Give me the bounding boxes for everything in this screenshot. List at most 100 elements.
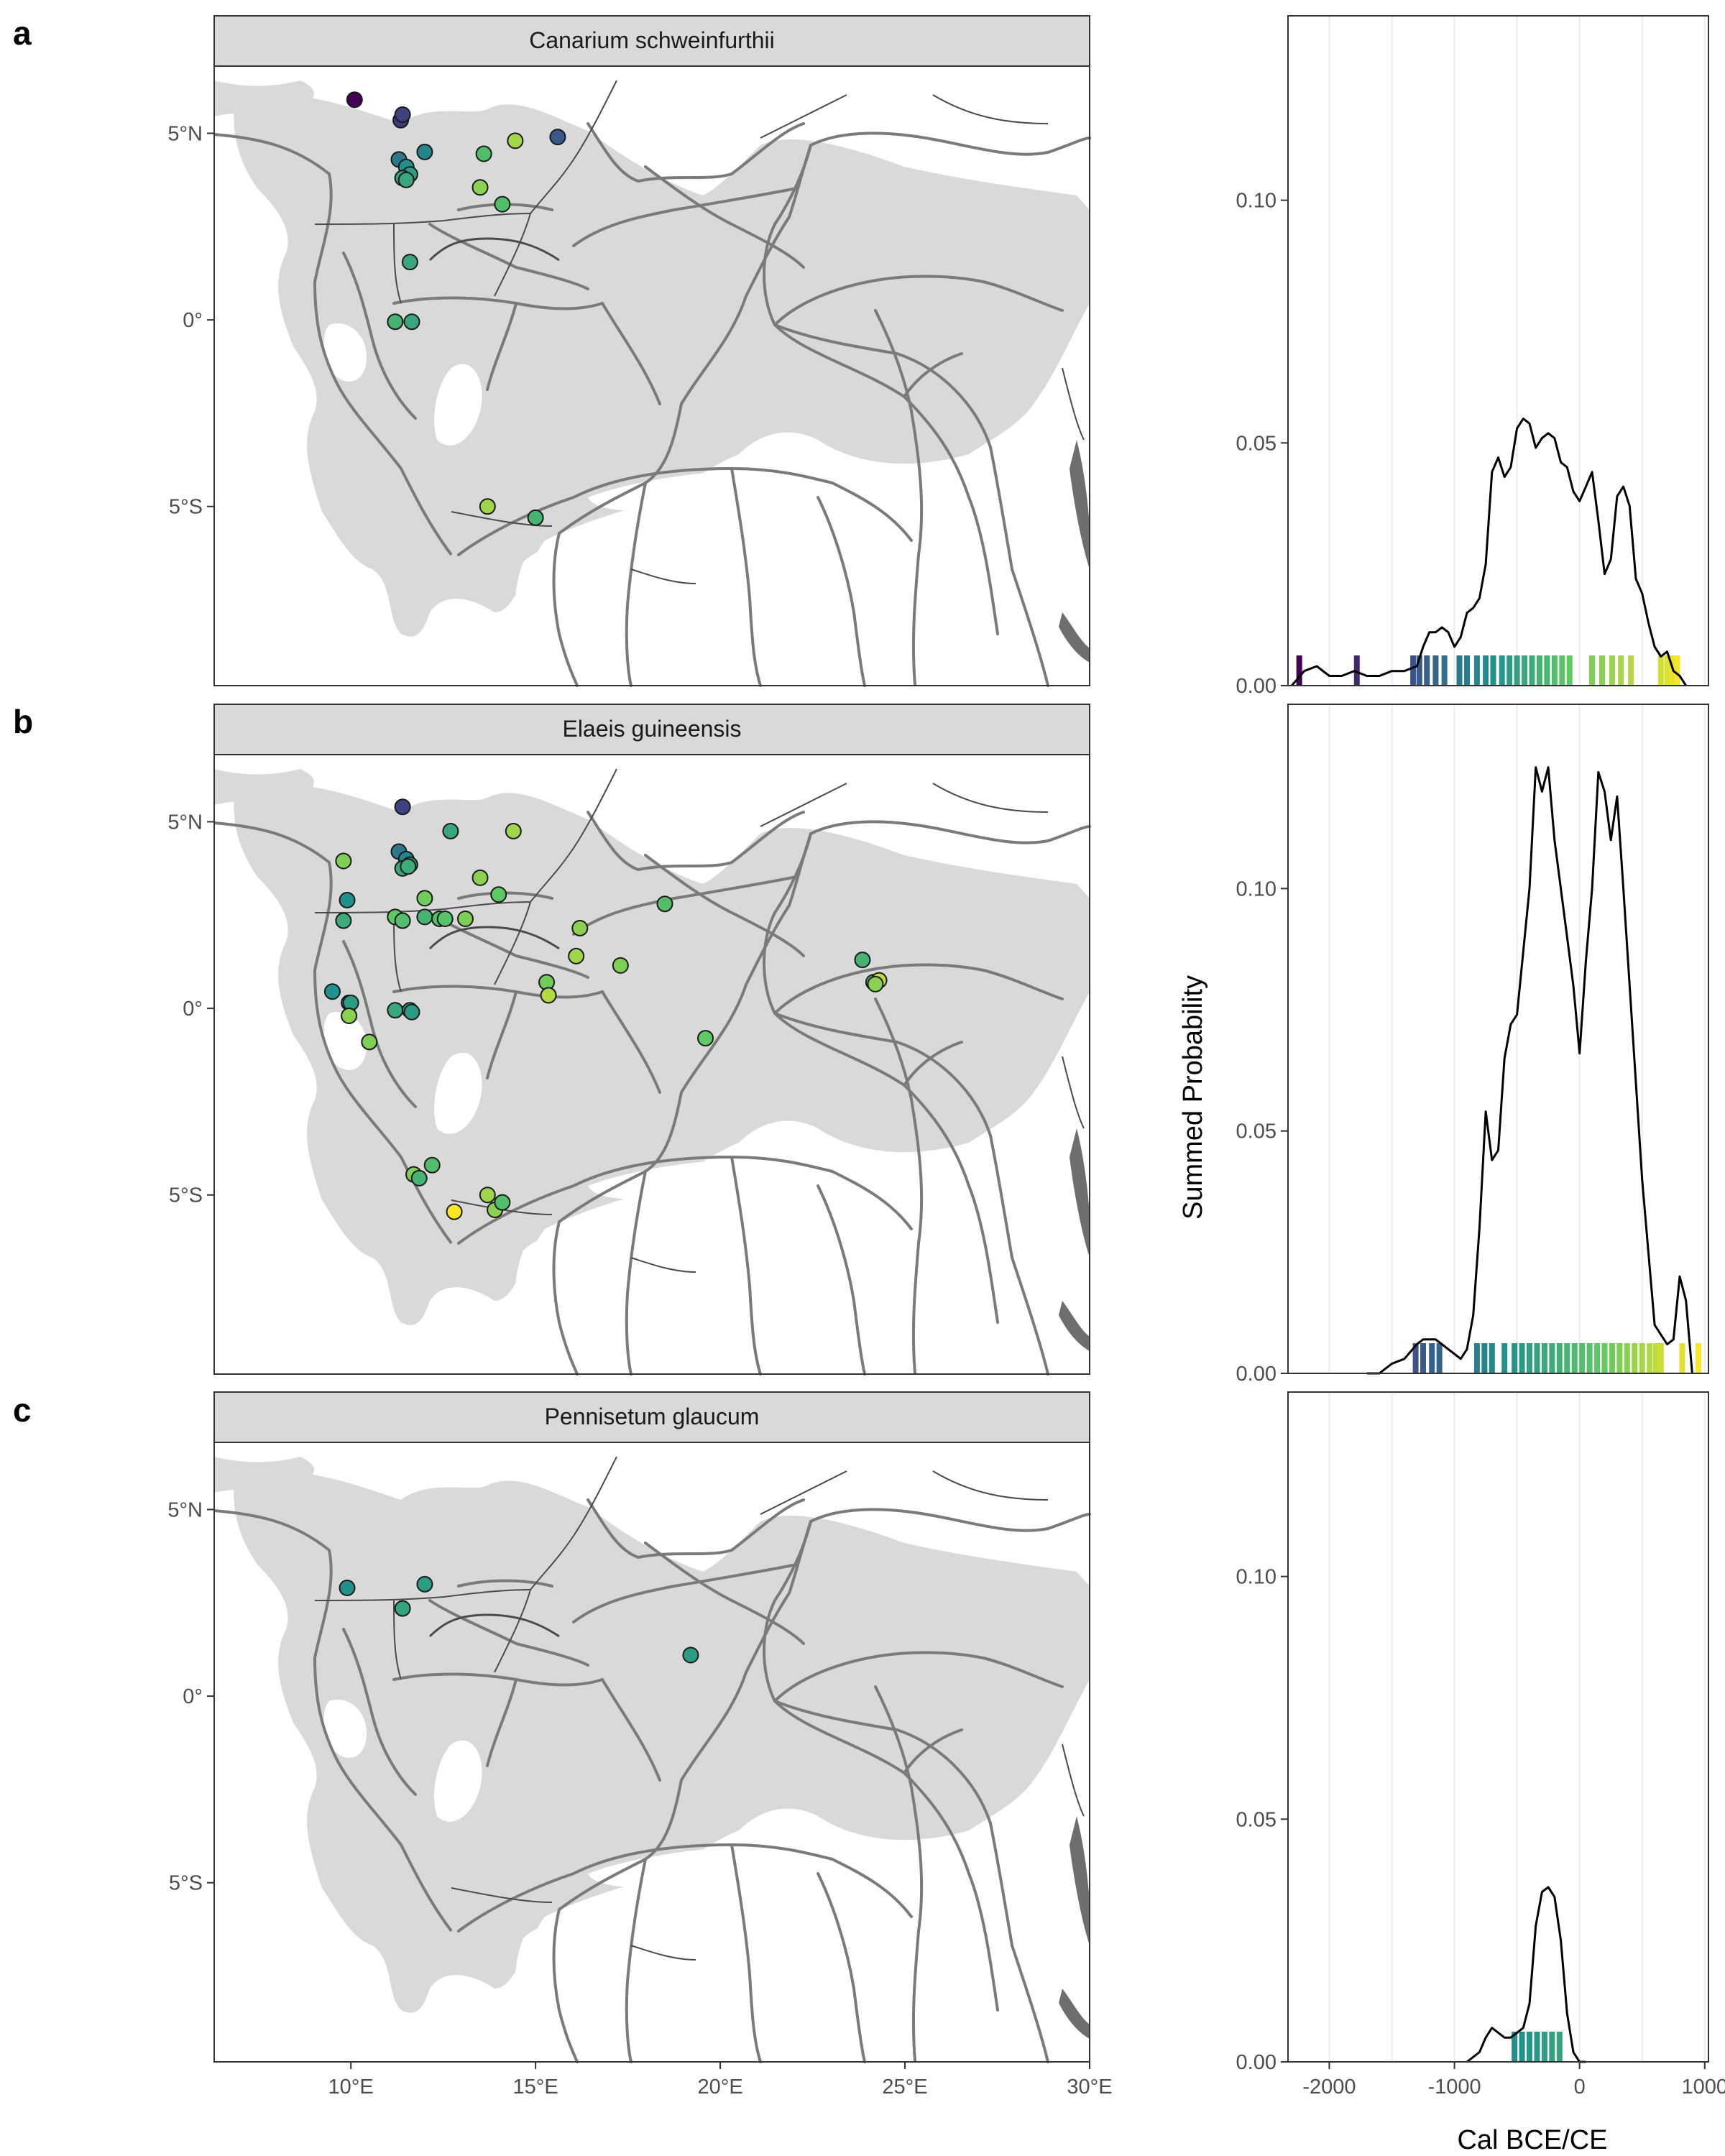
rug-mark xyxy=(1353,655,1360,686)
y-tick-label: 0.05 xyxy=(1236,1808,1276,1831)
rug-mark xyxy=(1594,1343,1601,1373)
lon-tick-label: 15°E xyxy=(513,2076,558,2099)
rug-mark xyxy=(1599,655,1606,686)
summed-probability-line xyxy=(1466,1886,1586,2063)
density-panel-a: 0.00 0.05 0.10 xyxy=(1236,15,1709,698)
rug-mark xyxy=(1527,1343,1533,1373)
rug-mark xyxy=(1527,2032,1533,2062)
site-point xyxy=(494,195,511,213)
site-point xyxy=(490,886,507,903)
site-point xyxy=(494,1194,511,1211)
lat-tick-label: 0° xyxy=(183,309,203,332)
rug-mark xyxy=(1534,1343,1540,1373)
site-point xyxy=(335,852,352,870)
rug-mark xyxy=(1536,655,1542,686)
site-point xyxy=(456,910,474,927)
rug-mark xyxy=(1412,1343,1419,1373)
site-point xyxy=(361,1033,378,1051)
plot-background xyxy=(1288,704,1708,1373)
site-point xyxy=(416,890,433,907)
rug-mark xyxy=(1296,655,1302,686)
panel-letter-c: c xyxy=(13,1391,32,1429)
site-point xyxy=(416,143,433,160)
rug-mark xyxy=(1664,655,1670,686)
map-frame xyxy=(213,65,1090,686)
panel-letter-b: b xyxy=(13,703,33,740)
lat-tick-label: 5°N xyxy=(167,1498,203,1521)
rug-mark xyxy=(1436,1343,1443,1373)
site-point xyxy=(403,1003,420,1021)
rug-mark xyxy=(1514,655,1520,686)
rug-mark xyxy=(1624,1343,1630,1373)
site-point xyxy=(479,498,496,515)
facet-strip xyxy=(213,1391,1090,1443)
density-layer: 0.00 0.05 0.10 0.00 0.05 0.10 0.00 0.05 0.10 -200… xyxy=(1236,15,1725,2099)
rug-mark xyxy=(1639,1343,1645,1373)
rug-mark xyxy=(1424,655,1430,686)
rug-mark xyxy=(1551,655,1558,686)
site-point xyxy=(346,91,363,109)
site-point xyxy=(416,1575,433,1593)
lon-tick-label: 10°E xyxy=(328,2076,374,2099)
rug-mark xyxy=(1441,655,1448,686)
rug-mark xyxy=(1544,655,1550,686)
density-x-axis-title: Cal BCE/CE xyxy=(1457,2125,1607,2155)
map-panel-b: Elaeis guineensis 5°N 0° 5°S xyxy=(167,704,1091,1376)
lat-tick-label: 5°N xyxy=(167,811,203,834)
site-point xyxy=(401,254,418,271)
summed-probability-line xyxy=(1366,766,1693,1375)
rug-mark xyxy=(1601,1343,1608,1373)
rug-mark xyxy=(1473,655,1480,686)
rug-mark xyxy=(1490,655,1496,686)
panel-letter-a: a xyxy=(13,14,32,52)
rug-mark xyxy=(1571,1343,1578,1373)
map-background xyxy=(213,753,1091,1376)
y-tick-label: 0.05 xyxy=(1236,1120,1276,1143)
rug-mark xyxy=(1564,1343,1570,1373)
rug-mark xyxy=(1586,1343,1593,1373)
rug-mark xyxy=(1616,1343,1623,1373)
site-point xyxy=(394,798,411,816)
rug-mark xyxy=(1416,655,1422,686)
rug-mark xyxy=(1541,1343,1547,1373)
rug-mark xyxy=(1512,1343,1518,1373)
rug-mark xyxy=(1512,2032,1518,2062)
plot-background xyxy=(1288,1392,1708,2062)
site-point xyxy=(323,983,341,1000)
map-background xyxy=(213,65,1091,687)
site-point xyxy=(403,313,420,331)
facet-strip-label: Elaeis guineensis xyxy=(562,716,741,742)
map-frame xyxy=(213,1442,1090,2063)
site-point xyxy=(341,1007,358,1024)
y-tick-label: 0.10 xyxy=(1236,190,1276,213)
rug-mark xyxy=(1499,655,1505,686)
lon-tick-label: 30°E xyxy=(1067,2076,1112,2099)
site-point xyxy=(682,1646,699,1664)
rug-mark xyxy=(1549,2032,1555,2062)
x-tick-label: -1000 xyxy=(1427,2076,1481,2099)
y-tick-label: 0.00 xyxy=(1236,1363,1276,1386)
rug-mark xyxy=(1410,655,1417,686)
site-point xyxy=(423,1156,441,1174)
rug-mark xyxy=(1456,655,1463,686)
rug-mark xyxy=(1463,655,1470,686)
rug-mark xyxy=(1483,655,1489,686)
rug-mark xyxy=(1579,1343,1586,1373)
lon-tick-label: 20°E xyxy=(697,2076,742,2099)
summed-probability-line xyxy=(1291,418,1687,686)
rug-mark xyxy=(1429,1343,1435,1373)
site-point xyxy=(527,509,544,526)
site-point xyxy=(416,908,433,926)
site-point xyxy=(400,858,417,875)
site-point xyxy=(472,869,489,886)
site-point xyxy=(867,975,884,992)
rug-mark xyxy=(1541,2032,1547,2062)
site-point xyxy=(472,179,489,196)
site-point xyxy=(507,132,524,149)
rug-mark xyxy=(1506,655,1513,686)
rug-mark xyxy=(1519,1343,1525,1373)
y-tick-label: 0.10 xyxy=(1236,1566,1276,1589)
site-point xyxy=(479,1187,496,1204)
